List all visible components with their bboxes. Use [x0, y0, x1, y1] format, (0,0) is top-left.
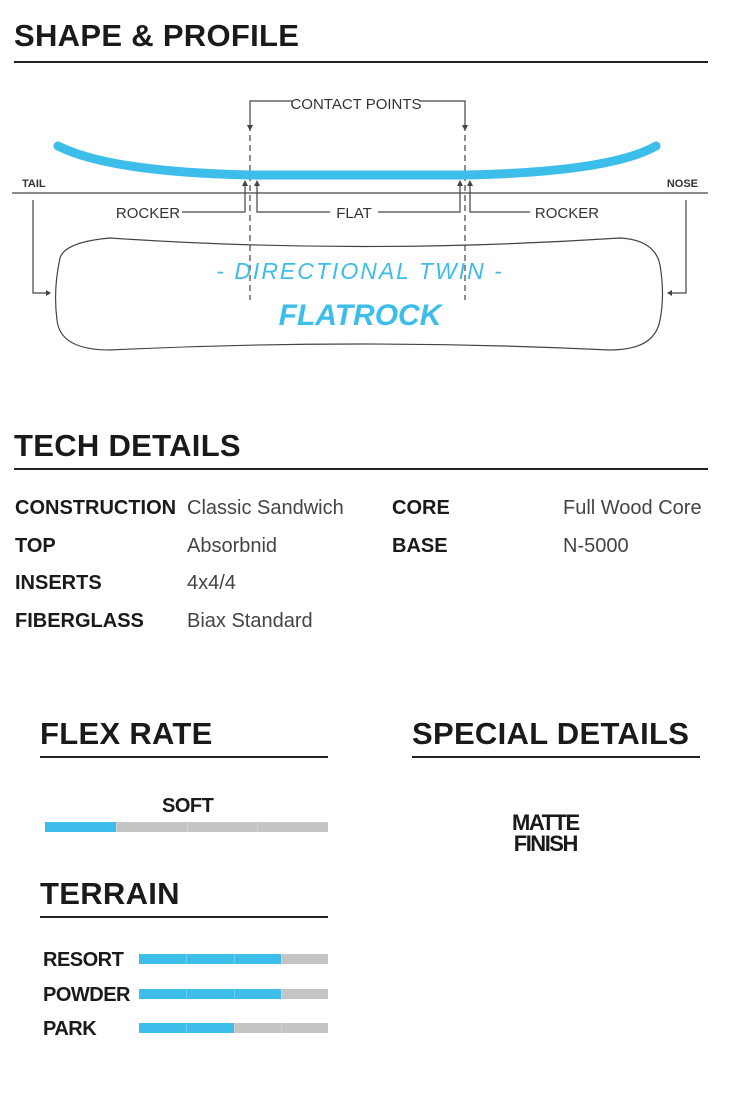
bar-segment-divider — [186, 954, 188, 964]
rocker-left-label: ROCKER — [116, 205, 180, 222]
terrain-bar-resort — [139, 954, 328, 964]
contact-bracket-right — [420, 100, 466, 125]
nose-label: NOSE — [667, 178, 698, 190]
divider — [14, 61, 708, 63]
bar-segment-divider — [280, 989, 282, 999]
spec-value: Full Wood Core — [563, 497, 702, 519]
board-profile-curve — [53, 141, 661, 180]
flat-label: FLAT — [336, 205, 372, 222]
tech-details-title: TECH DETAILS — [14, 428, 241, 463]
bar-segment-divider — [115, 822, 117, 832]
model-name: FLATROCK — [279, 299, 444, 332]
spec-value: Biax Standard — [187, 610, 313, 632]
terrain-label-powder: POWDER — [43, 984, 131, 1006]
profile-diagram: CONTACT POINTS TAIL NOSE ROCKER FLAT ROC… — [12, 96, 708, 351]
bar-fill — [139, 954, 281, 964]
shape-profile-title: SHAPE & PROFILE — [14, 18, 300, 53]
terrain-bar-park — [139, 1023, 328, 1033]
board-outline — [54, 237, 664, 351]
terrain-bar-powder — [139, 989, 328, 999]
bar-fill — [139, 989, 281, 999]
shape-name: - DIRECTIONAL TWIN - — [216, 258, 503, 284]
bar-fill — [139, 1023, 234, 1033]
terrain-label-park: PARK — [43, 1018, 97, 1040]
divider — [40, 756, 328, 758]
matte-finish-badge: MATTE FINISH — [512, 810, 580, 856]
bar-segment-divider — [280, 1023, 282, 1033]
rocker-right-label: ROCKER — [535, 205, 599, 222]
flex-label: SOFT — [162, 795, 214, 817]
tail-label: TAIL — [22, 178, 46, 190]
bar-segment-divider — [233, 989, 235, 999]
flex-rate-bar — [45, 822, 328, 832]
flex-rate-title: FLEX RATE — [40, 716, 213, 751]
spec-label: TOP — [15, 535, 56, 557]
spec-label: BASE — [392, 535, 448, 557]
bar-segment-divider — [233, 1023, 235, 1033]
bar-segment-divider — [233, 954, 235, 964]
contact-bracket-left — [249, 100, 292, 125]
divider — [412, 756, 700, 758]
divider — [40, 916, 328, 918]
terrain-title: TERRAIN — [40, 876, 180, 911]
spec-value: Absorbnid — [187, 535, 278, 557]
spec-value: Classic Sandwich — [187, 497, 344, 519]
spec-value: N-5000 — [563, 535, 629, 557]
badge-line: FINISH — [513, 831, 579, 856]
bar-segment-divider — [186, 989, 188, 999]
bar-segment-divider — [186, 1023, 188, 1033]
spec-label: CORE — [392, 497, 450, 519]
divider — [14, 468, 708, 470]
bar-fill — [45, 822, 116, 832]
terrain-label-resort: RESORT — [43, 949, 124, 971]
bar-segment-divider — [280, 954, 282, 964]
spec-label: INSERTS — [15, 572, 102, 594]
spec-value: 4x4/4 — [187, 572, 236, 594]
badge-line: MATTE — [512, 810, 580, 835]
bar-segment-divider — [257, 822, 259, 832]
contact-points-label: CONTACT POINTS — [290, 96, 421, 113]
bar-segment-divider — [186, 822, 188, 832]
spec-label: FIBERGLASS — [15, 610, 144, 632]
spec-label: CONSTRUCTION — [15, 497, 177, 519]
special-details-title: SPECIAL DETAILS — [412, 716, 690, 751]
